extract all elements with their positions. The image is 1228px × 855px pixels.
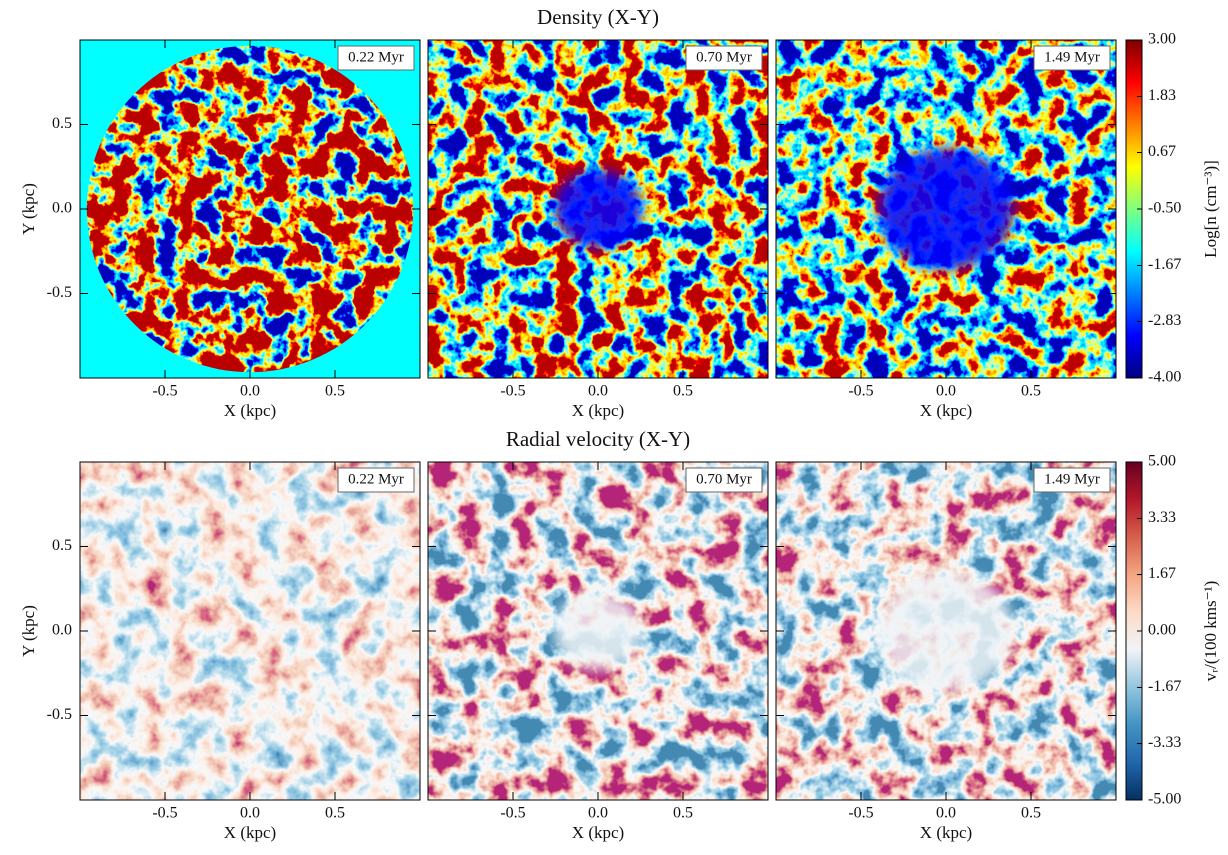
x-tick-label: 0.0: [936, 805, 956, 822]
x-tick-label: 0.5: [1021, 805, 1041, 822]
x-tick-label: 0.0: [588, 805, 608, 822]
colorbar-tick-label: 0.00: [1148, 622, 1176, 639]
colorbar-tick-label: 0.67: [1148, 143, 1176, 160]
central-cavity: [553, 591, 643, 671]
x-axis-label: X (kpc): [224, 823, 276, 842]
colorbar-tick-label: -2.83: [1148, 312, 1181, 329]
x-tick-label: -0.5: [152, 383, 177, 400]
y-tick-label: -0.5: [47, 706, 72, 723]
x-tick-label: 0.5: [325, 805, 345, 822]
colorbar-tick-label: -3.33: [1148, 734, 1181, 751]
time-label: 0.70 Myr: [685, 467, 763, 493]
central-cavity: [553, 169, 643, 249]
colorbar-tick-label: 5.00: [1148, 453, 1176, 470]
time-label-box: [1033, 45, 1111, 71]
x-tick-label: 0.5: [673, 383, 693, 400]
x-tick-label: 0.0: [240, 383, 260, 400]
time-label-text: 1.49 Myr: [1044, 49, 1100, 65]
y-tick-label: -0.5: [47, 284, 72, 301]
x-tick-label: -0.5: [848, 383, 873, 400]
colorbar-tick-label: -5.00: [1148, 791, 1181, 808]
x-axis-label: X (kpc): [572, 401, 624, 420]
time-label: 1.49 Myr: [1033, 467, 1111, 493]
y-tick-label: 0.0: [52, 622, 72, 639]
y-axis-label: Y (kpc): [19, 605, 38, 657]
colorbar-label: vᵣ/(100 kms⁻¹): [1201, 581, 1220, 682]
x-axis-label: X (kpc): [920, 401, 972, 420]
time-label-text: 0.70 Myr: [696, 471, 752, 487]
time-label-box: [685, 45, 763, 71]
time-label-box: [1033, 467, 1111, 493]
x-axis-label: X (kpc): [920, 823, 972, 842]
time-label: 1.49 Myr: [1033, 45, 1111, 71]
colorbar-tick-label: 1.67: [1148, 565, 1176, 582]
y-tick-label: 0.0: [52, 200, 72, 217]
central-cavity: [878, 148, 1014, 270]
x-tick-label: 0.0: [240, 805, 260, 822]
time-label-box: [685, 467, 763, 493]
colorbar-tick-label: 3.33: [1148, 509, 1176, 526]
time-label-text: 0.70 Myr: [696, 49, 752, 65]
x-tick-label: -0.5: [848, 805, 873, 822]
panel-image: [80, 462, 420, 800]
time-label-text: 0.22 Myr: [348, 471, 404, 487]
time-label-text: 0.22 Myr: [348, 49, 404, 65]
colorbar-tick-label: -4.00: [1148, 369, 1181, 386]
x-tick-label: 0.0: [588, 383, 608, 400]
colorbar-tick-label: 1.83: [1148, 87, 1176, 104]
time-label-box: [337, 467, 415, 493]
x-tick-label: -0.5: [152, 805, 177, 822]
time-label: 0.70 Myr: [685, 45, 763, 71]
time-label: 0.22 Myr: [337, 45, 415, 71]
colorbar-tick-label: -0.50: [1148, 200, 1181, 217]
panel-row-title: Radial velocity (X-Y): [506, 427, 690, 451]
x-tick-label: 0.5: [673, 805, 693, 822]
colorbar-tick-label: 3.00: [1148, 31, 1176, 48]
time-label: 0.22 Myr: [337, 467, 415, 493]
colorbar-tick-label: -1.67: [1148, 256, 1181, 273]
central-cavity: [878, 570, 1014, 692]
x-tick-label: -0.5: [500, 805, 525, 822]
time-label-text: 1.49 Myr: [1044, 471, 1100, 487]
time-label-box: [337, 45, 415, 71]
panel-image: [86, 45, 414, 373]
x-tick-label: 0.0: [936, 383, 956, 400]
panel-row-title: Density (X-Y): [537, 5, 659, 29]
colorbar-label: Log[n (cm⁻³)]: [1201, 160, 1220, 258]
y-axis-label: Y (kpc): [19, 183, 38, 235]
x-tick-label: -0.5: [500, 383, 525, 400]
x-axis-label: X (kpc): [224, 401, 276, 420]
y-tick-label: 0.5: [52, 115, 72, 132]
x-tick-label: 0.5: [1021, 383, 1041, 400]
y-tick-label: 0.5: [52, 537, 72, 554]
x-axis-label: X (kpc): [572, 823, 624, 842]
x-tick-label: 0.5: [325, 383, 345, 400]
colorbar-tick-label: -1.67: [1148, 678, 1181, 695]
